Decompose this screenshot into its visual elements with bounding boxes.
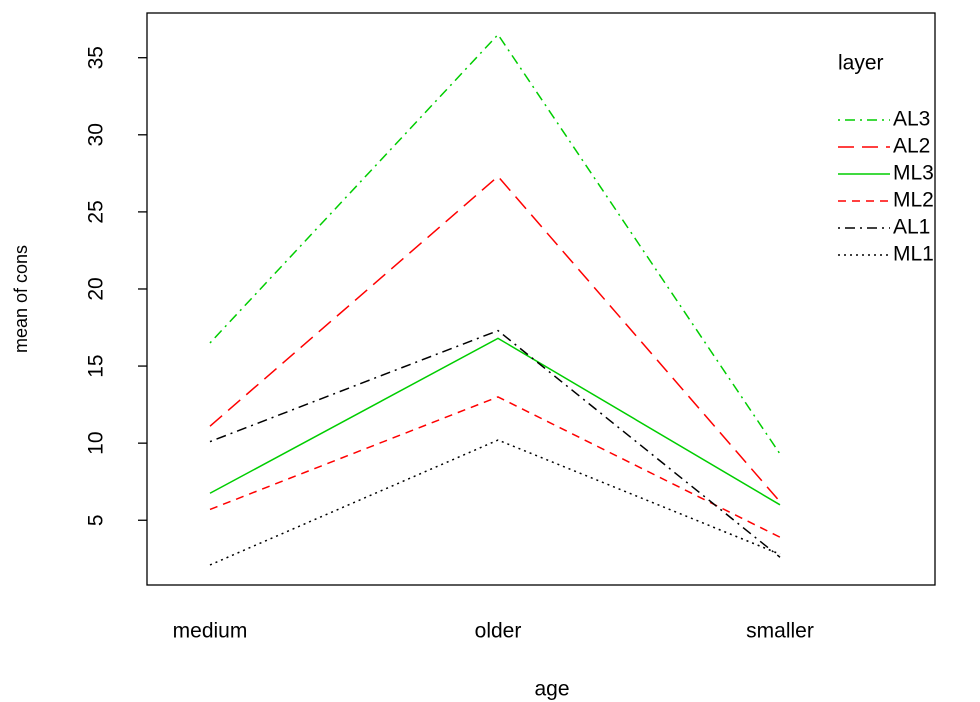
series-line [209, 329, 781, 558]
y-tick-label: 30 [85, 123, 108, 146]
x-tick-label: smaller [746, 620, 814, 643]
legend-label: AL1 [893, 216, 930, 239]
y-tick-label: 10 [85, 431, 108, 454]
series-line [209, 396, 781, 538]
x-tick-label: older [475, 620, 522, 643]
y-tick-label: 25 [85, 200, 108, 223]
series-line [209, 175, 781, 503]
y-axis-label: mean of cons [11, 245, 31, 353]
y-tick-label: 35 [85, 46, 108, 69]
legend-label: ML2 [893, 189, 934, 212]
series-line [209, 33, 781, 455]
series-line [209, 337, 781, 506]
series-line [209, 439, 781, 566]
legend-title: layer [838, 52, 884, 75]
y-tick-label: 20 [85, 277, 108, 300]
legend-label: ML3 [893, 162, 934, 185]
x-axis-label: age [534, 678, 569, 701]
legend-label: AL3 [893, 108, 930, 131]
legend-label: AL2 [893, 135, 930, 158]
legend-label: ML1 [893, 243, 934, 266]
y-tick-label: 5 [85, 514, 108, 526]
y-tick-label: 15 [85, 354, 108, 377]
x-tick-label: medium [173, 620, 248, 643]
plot-frame [146, 12, 936, 586]
